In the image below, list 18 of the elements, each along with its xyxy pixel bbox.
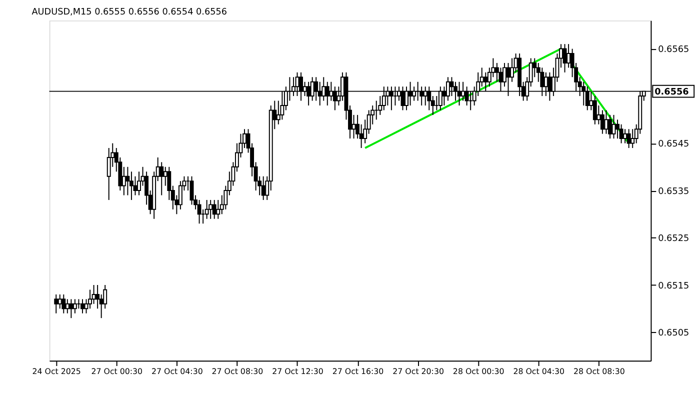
y-tick-label: 0.6565 [658,45,690,56]
x-tick-label: 28 Oct 08:30 [574,366,625,376]
x-tick-label: 27 Oct 16:30 [332,366,384,376]
chart-title: AUDUSD,M15 0.6555 0.6556 0.6554 0.6556 [32,8,228,18]
x-tick-label: 28 Oct 00:30 [452,366,504,376]
x-tick-label: 27 Oct 20:30 [392,366,444,376]
ref-line-label: 0.6556 [654,87,689,98]
y-tick-label: 0.6545 [658,140,690,150]
x-tick-label: 27 Oct 04:30 [152,366,203,376]
y-tick-label: 0.6505 [658,328,690,339]
x-tick-label: 27 Oct 12:30 [272,366,324,376]
y-tick-label: 0.6525 [658,234,690,244]
x-tick-label: 27 Oct 00:30 [91,366,143,376]
x-tick-label: 24 Oct 2025 [32,366,81,376]
y-tick-label: 0.6515 [658,281,690,292]
y-tick-label: 0.6535 [658,186,690,197]
x-tick-label: 28 Oct 04:30 [513,366,565,376]
x-tick-label: 27 Oct 08:30 [212,366,264,376]
